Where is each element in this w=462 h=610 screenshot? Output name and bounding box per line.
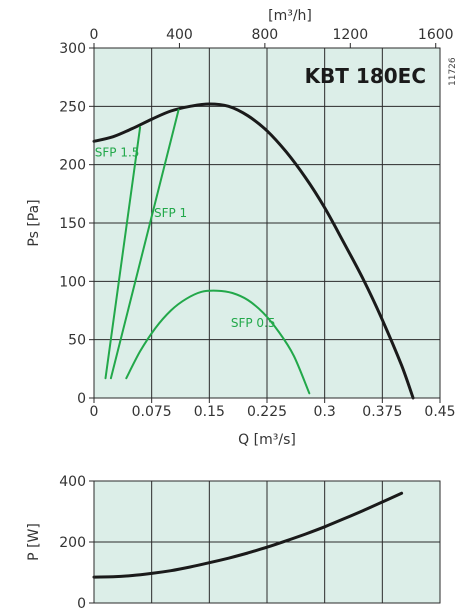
fan-curve-line [92,102,415,400]
y-tick-label: 400 [59,474,86,490]
x-tick-label: 0.15 [194,404,225,420]
x2-tick-label: 0 [90,27,99,43]
power-y-axis-title: P [W] [26,523,42,561]
sfp-label: SFP 1.5 [95,146,140,160]
x-tick-label: 0.3 [314,404,336,420]
x2-tick-label: 1600 [418,27,454,43]
x2-tick-label: 800 [251,27,278,43]
y-tick-label: 100 [59,274,86,290]
y-tick-label: 0 [77,391,86,407]
pressure-grid [94,48,440,398]
sfp-line [104,126,142,380]
y-axis-title: Ps [Pa] [26,199,42,246]
y-tick-label: 0 [77,596,86,610]
power-tick-labels: 0 200 400 [59,474,94,610]
x-tick-label: 0.075 [132,404,172,420]
figure-code: 11726 [448,57,458,86]
power-series [92,491,404,579]
x-tick-label: 0.375 [362,404,402,420]
x2-tick-label: 1200 [332,27,368,43]
sfp-line [125,289,311,395]
top-axis-unit-label: [m³/h] [268,8,312,24]
y-tick-label: 250 [59,99,86,115]
y-tick-label: 300 [59,41,86,57]
x-axis-title: Q [m³/s] [238,432,296,448]
x-tick-label: 0 [90,404,99,420]
y-tick-label: 50 [68,333,86,349]
x-tick-label: 0.225 [247,404,287,420]
sfp-line [109,108,180,380]
pressure-tick-labels: 0 0.075 0.15 0.225 0.3 0.375 0.45 0 50 100 150 200 2… [59,27,455,420]
x-tick-label: 0.45 [424,404,455,420]
model-title: KBT 180EC [305,64,426,88]
x2-tick-label: 400 [166,27,193,43]
power-curve-line [92,491,404,579]
y-tick-label: 200 [59,158,86,174]
pressure-chart: SFP 1.5 SFP 1 SFP 0.5 0 0.075 0.15 0.225 0.3 0.… [26,8,458,448]
sfp-label: SFP 0.5 [231,316,276,330]
power-chart: 0 200 400 P [W] [26,474,441,610]
y-tick-label: 150 [59,216,86,232]
pressure-series: SFP 1.5 SFP 1 SFP 0.5 [92,102,415,400]
y-tick-label: 200 [59,535,86,551]
sfp-label: SFP 1 [154,206,187,220]
